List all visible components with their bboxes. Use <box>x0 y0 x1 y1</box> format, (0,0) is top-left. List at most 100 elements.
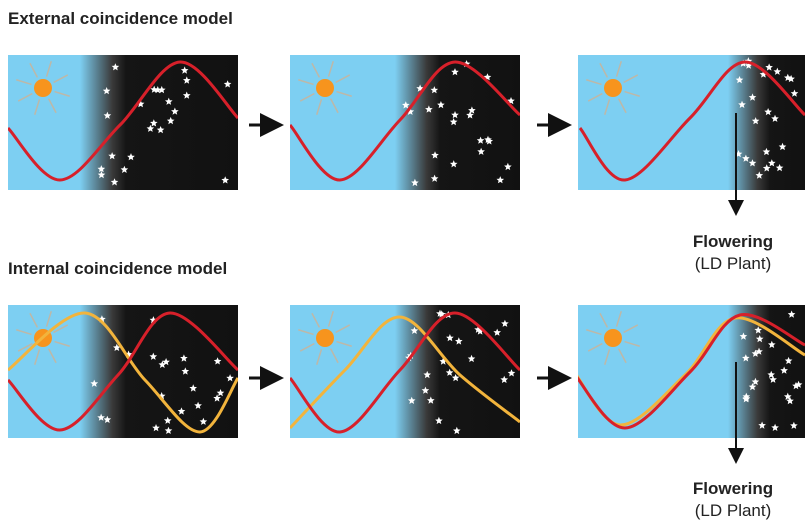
sun-ray <box>299 92 315 102</box>
star <box>468 106 476 114</box>
star <box>477 147 485 155</box>
panel <box>8 55 238 190</box>
sun-ray <box>16 329 32 336</box>
star <box>476 136 485 144</box>
sun-ray <box>16 79 32 86</box>
sun-ray <box>586 329 602 336</box>
sky <box>290 305 520 438</box>
star <box>445 368 454 376</box>
star <box>780 366 788 374</box>
star <box>764 108 772 116</box>
star <box>769 375 777 383</box>
star <box>467 354 476 363</box>
star <box>90 379 99 387</box>
star <box>103 111 112 119</box>
star <box>146 124 155 132</box>
star <box>216 389 225 397</box>
star <box>166 116 175 125</box>
star <box>748 383 757 391</box>
star <box>165 97 173 105</box>
star <box>213 394 221 402</box>
red-curve <box>8 60 238 182</box>
sun <box>316 329 334 347</box>
sun-ray <box>34 349 41 365</box>
yellow-curve <box>290 315 520 430</box>
sun-ray <box>604 349 611 365</box>
star <box>416 84 424 92</box>
star <box>194 401 202 409</box>
sun-ray <box>316 99 323 115</box>
star <box>156 126 165 134</box>
star <box>180 66 189 74</box>
star <box>762 164 771 172</box>
star <box>507 369 516 377</box>
star <box>748 93 757 101</box>
sun-ray <box>617 98 627 114</box>
star <box>484 135 492 143</box>
panels <box>8 55 805 438</box>
panel <box>578 55 805 190</box>
star <box>183 76 191 84</box>
star <box>739 332 748 340</box>
sun-ray <box>615 311 622 327</box>
star <box>411 178 419 187</box>
sun-ray <box>624 90 640 97</box>
sun-ray <box>53 324 69 334</box>
star <box>427 396 435 404</box>
star <box>765 63 773 71</box>
sun-ray <box>329 348 339 364</box>
sun-ray <box>47 98 57 114</box>
star <box>97 165 106 173</box>
star <box>496 176 505 184</box>
star <box>742 392 751 400</box>
star <box>149 316 158 324</box>
star <box>97 170 106 179</box>
sky <box>8 305 238 438</box>
sun-ray <box>336 90 352 97</box>
sun <box>604 79 622 97</box>
star <box>755 171 764 179</box>
star <box>113 343 121 351</box>
sun-ray <box>604 99 611 115</box>
sun-ray <box>599 62 609 78</box>
star <box>150 119 158 127</box>
sun-ray <box>335 324 351 334</box>
section-title: Internal coincidence model <box>8 259 227 278</box>
star <box>410 326 419 334</box>
panel <box>290 305 520 438</box>
star <box>744 61 753 69</box>
star <box>500 375 509 383</box>
star <box>794 380 803 388</box>
star <box>504 162 512 171</box>
sun-ray <box>311 312 321 328</box>
sun-ray <box>623 74 639 84</box>
star <box>421 386 430 394</box>
sun-ray <box>47 348 57 364</box>
star <box>787 74 795 83</box>
red-curve <box>290 311 520 434</box>
panel <box>290 55 520 190</box>
outcome-note: (LD Plant) <box>695 254 772 273</box>
sun-ray <box>587 92 603 102</box>
star <box>223 80 232 88</box>
star <box>110 178 119 186</box>
star <box>435 416 443 425</box>
star <box>755 335 764 343</box>
red-curve <box>290 60 520 182</box>
star <box>226 374 234 382</box>
star <box>751 117 760 125</box>
sun-ray <box>335 74 351 84</box>
star <box>102 87 111 95</box>
star <box>437 310 446 318</box>
star <box>103 415 112 423</box>
star <box>431 151 439 159</box>
star <box>402 101 410 109</box>
star <box>189 384 197 392</box>
star <box>449 118 458 126</box>
star <box>182 91 191 99</box>
section-title: External coincidence model <box>8 9 233 28</box>
sun-ray <box>623 324 639 334</box>
star <box>111 63 120 71</box>
sun-ray <box>29 312 39 328</box>
